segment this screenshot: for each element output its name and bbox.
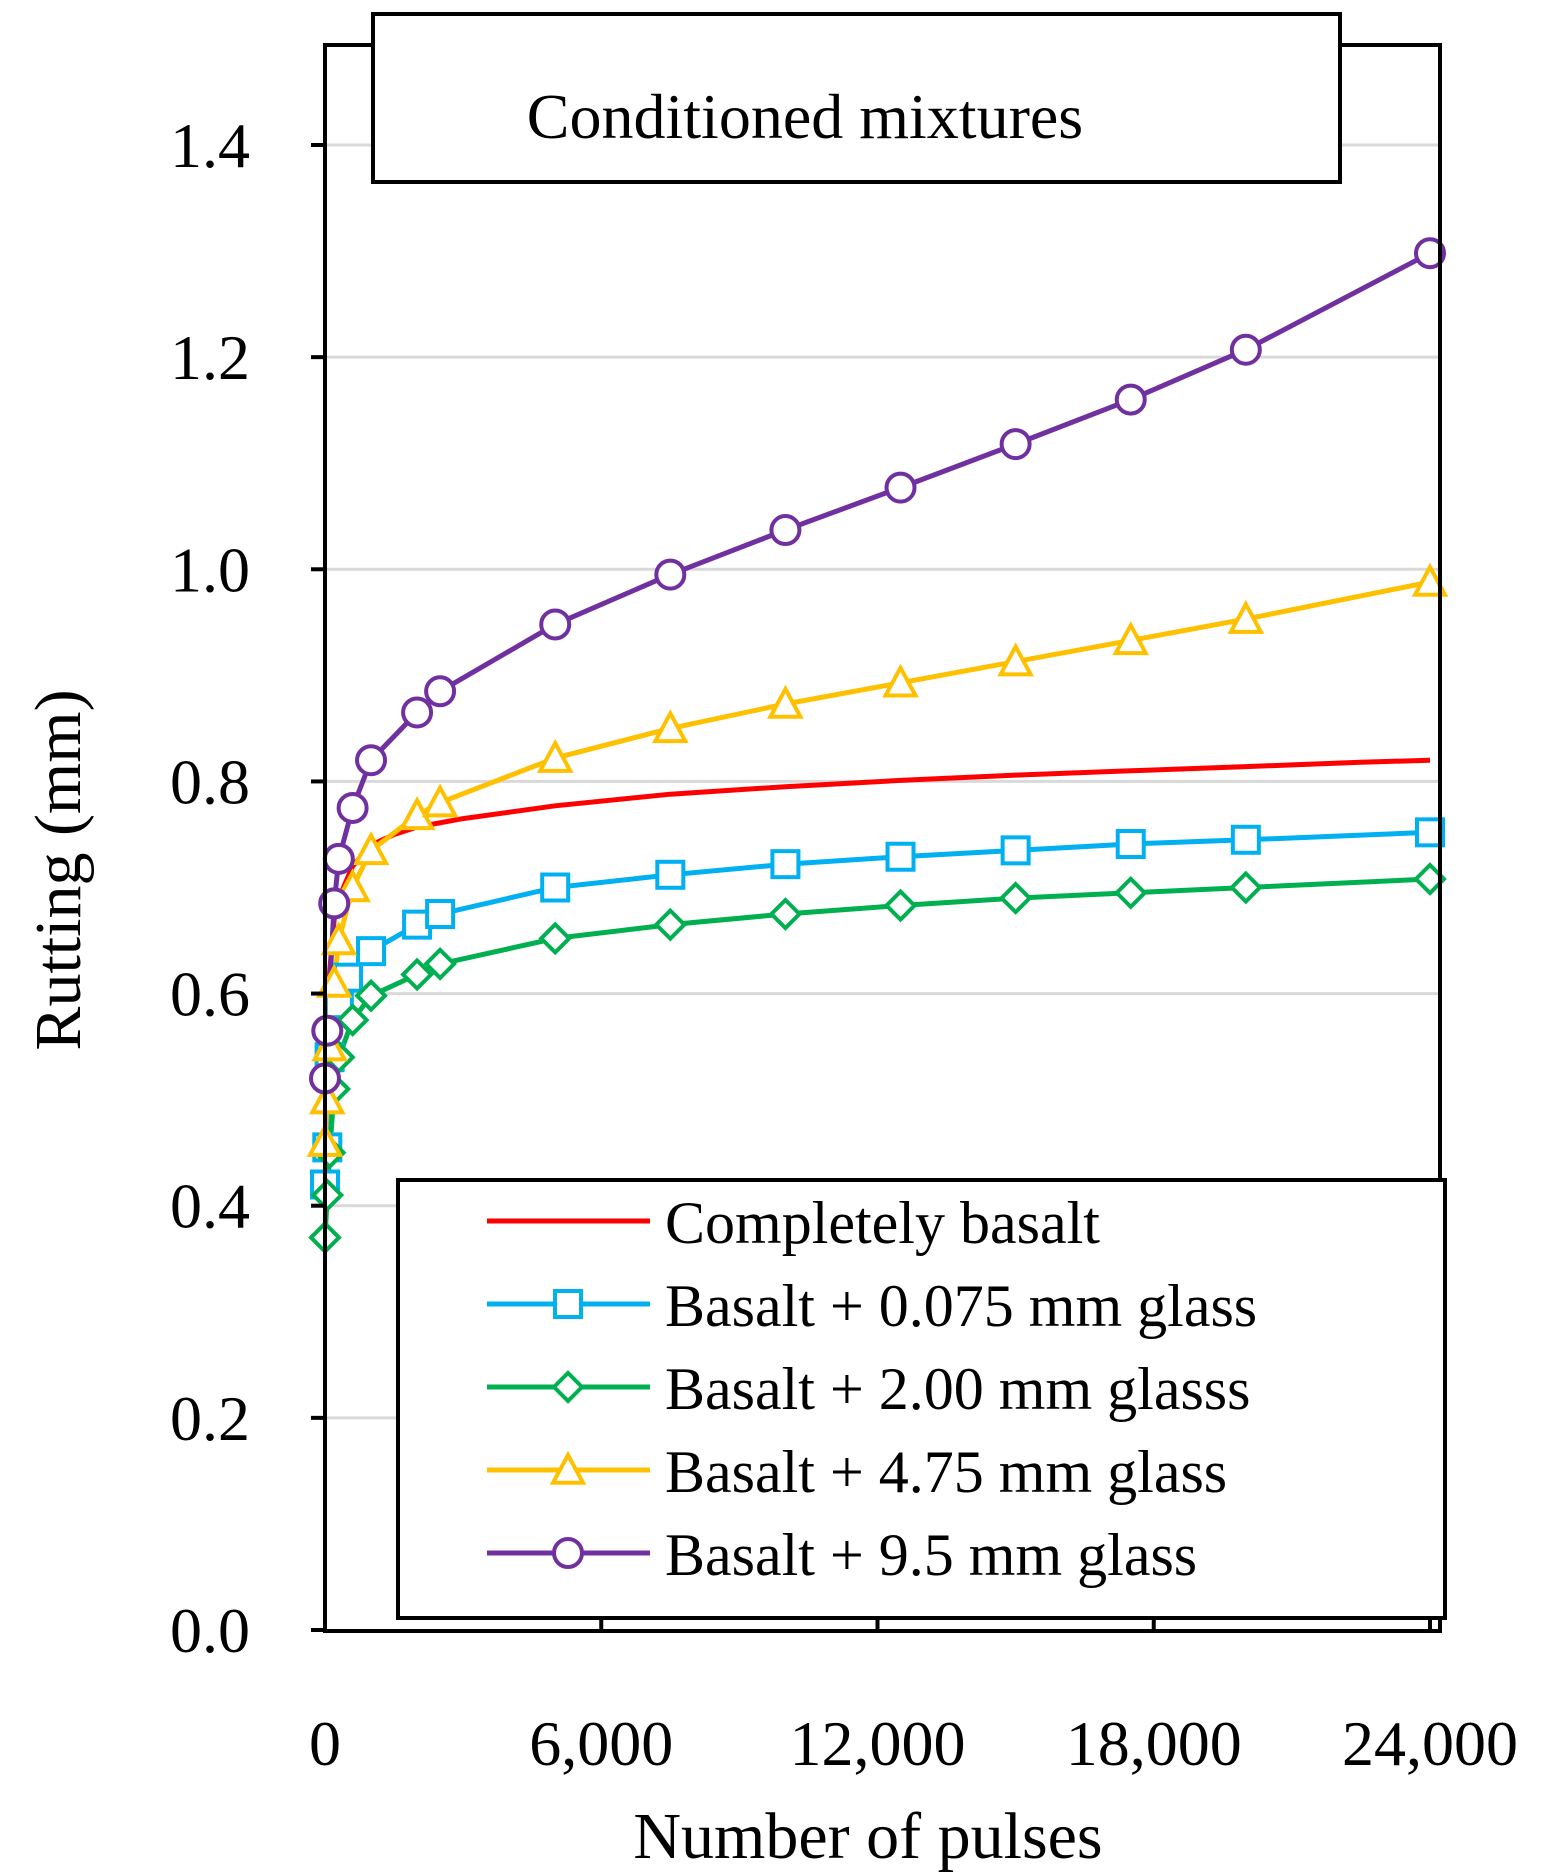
series-line-1 [322, 757, 1431, 1206]
data-point [318, 887, 351, 920]
legend-label: Completely basalt [665, 1190, 1100, 1256]
data-point [401, 696, 434, 729]
y-tick-label: 1.4 [170, 110, 250, 181]
data-point [400, 957, 434, 992]
x-tick-label: 12,000 [790, 1708, 966, 1779]
data-point [355, 744, 388, 777]
data-point [884, 471, 917, 504]
data-point [1113, 875, 1148, 910]
series-lines [322, 250, 1432, 1238]
data-point [767, 684, 804, 719]
y-tick-label: 0.0 [170, 1595, 250, 1666]
data-point [885, 841, 916, 872]
data-point [769, 514, 802, 547]
legend-label: Basalt + 9.5 mm glass [665, 1522, 1197, 1588]
data-point [539, 608, 572, 641]
x-tick-label: 24,000 [1342, 1708, 1518, 1779]
series-line-4 [322, 579, 1431, 1143]
data-point [768, 897, 803, 931]
data-point [354, 978, 388, 1013]
data-point [335, 1003, 370, 1037]
x-axis-label: Number of pulses [633, 1800, 1102, 1873]
data-point [1114, 383, 1147, 416]
data-point [1227, 599, 1265, 634]
data-point [336, 791, 369, 824]
y-axis-label: Rutting (mm) [22, 689, 95, 1050]
legend: Completely basalt Basalt + 0.075 mm glass… [396, 1178, 1447, 1620]
legend-marker [552, 1537, 584, 1569]
data-point [322, 842, 355, 875]
data-point [997, 642, 1034, 677]
data-point [655, 859, 686, 890]
data-point [651, 709, 689, 744]
legend-marker [553, 1289, 583, 1319]
data-point [1229, 333, 1262, 366]
y-tick-label: 0.2 [170, 1383, 250, 1454]
data-point [356, 936, 387, 967]
legend-marker [551, 1370, 585, 1404]
data-point [1414, 237, 1446, 270]
data-point [882, 663, 919, 698]
legend-label: Basalt + 4.75 mm glass [665, 1439, 1227, 1505]
series-line-5 [322, 250, 1432, 1079]
y-tick-label: 0.8 [170, 746, 250, 817]
data-point [538, 921, 573, 956]
data-point [1112, 621, 1150, 656]
y-tick-label: 0.4 [170, 1171, 250, 1242]
chart-title: Conditioned mixtures [527, 81, 1083, 152]
data-point [653, 907, 688, 942]
data-point [999, 428, 1032, 461]
x-tick-label: 6,000 [529, 1708, 673, 1779]
data-point [998, 881, 1033, 915]
data-point [423, 947, 457, 981]
data-point [1411, 562, 1449, 597]
data-point [883, 888, 918, 923]
x-tick-label: 0 [309, 1708, 341, 1779]
data-point [1229, 870, 1263, 905]
data-point [310, 1178, 345, 1212]
data-point [424, 675, 457, 708]
legend-label: Basalt + 0.075 mm glass [665, 1273, 1257, 1339]
series-markers [306, 237, 1449, 1255]
data-point [1115, 829, 1146, 860]
data-point [770, 849, 801, 880]
y-tick-label: 0.6 [170, 959, 250, 1030]
data-point [654, 558, 687, 591]
data-point [352, 831, 390, 866]
legend-marker [549, 1450, 587, 1485]
x-axis-ticks: 0 6,000 12,000 18,000 24,000 [309, 1614, 1518, 1779]
y-tick-label: 1.2 [170, 322, 250, 393]
data-point [320, 921, 358, 956]
data-point [425, 899, 456, 930]
data-point [536, 738, 574, 773]
data-point [421, 783, 459, 818]
data-point [540, 872, 571, 903]
title-box: Conditioned mixtures [371, 12, 1342, 184]
y-tick-label: 1.0 [170, 534, 250, 605]
data-point [1230, 824, 1261, 855]
x-tick-label: 18,000 [1066, 1708, 1242, 1779]
y-axis-ticks: 0.0 0.2 0.4 0.6 0.8 1.0 1.2 1.4 [170, 110, 325, 1666]
data-point [1000, 835, 1031, 866]
legend-label: Basalt + 2.00 mm glasss [665, 1356, 1251, 1422]
data-point [311, 1014, 344, 1047]
data-point [308, 1080, 346, 1115]
